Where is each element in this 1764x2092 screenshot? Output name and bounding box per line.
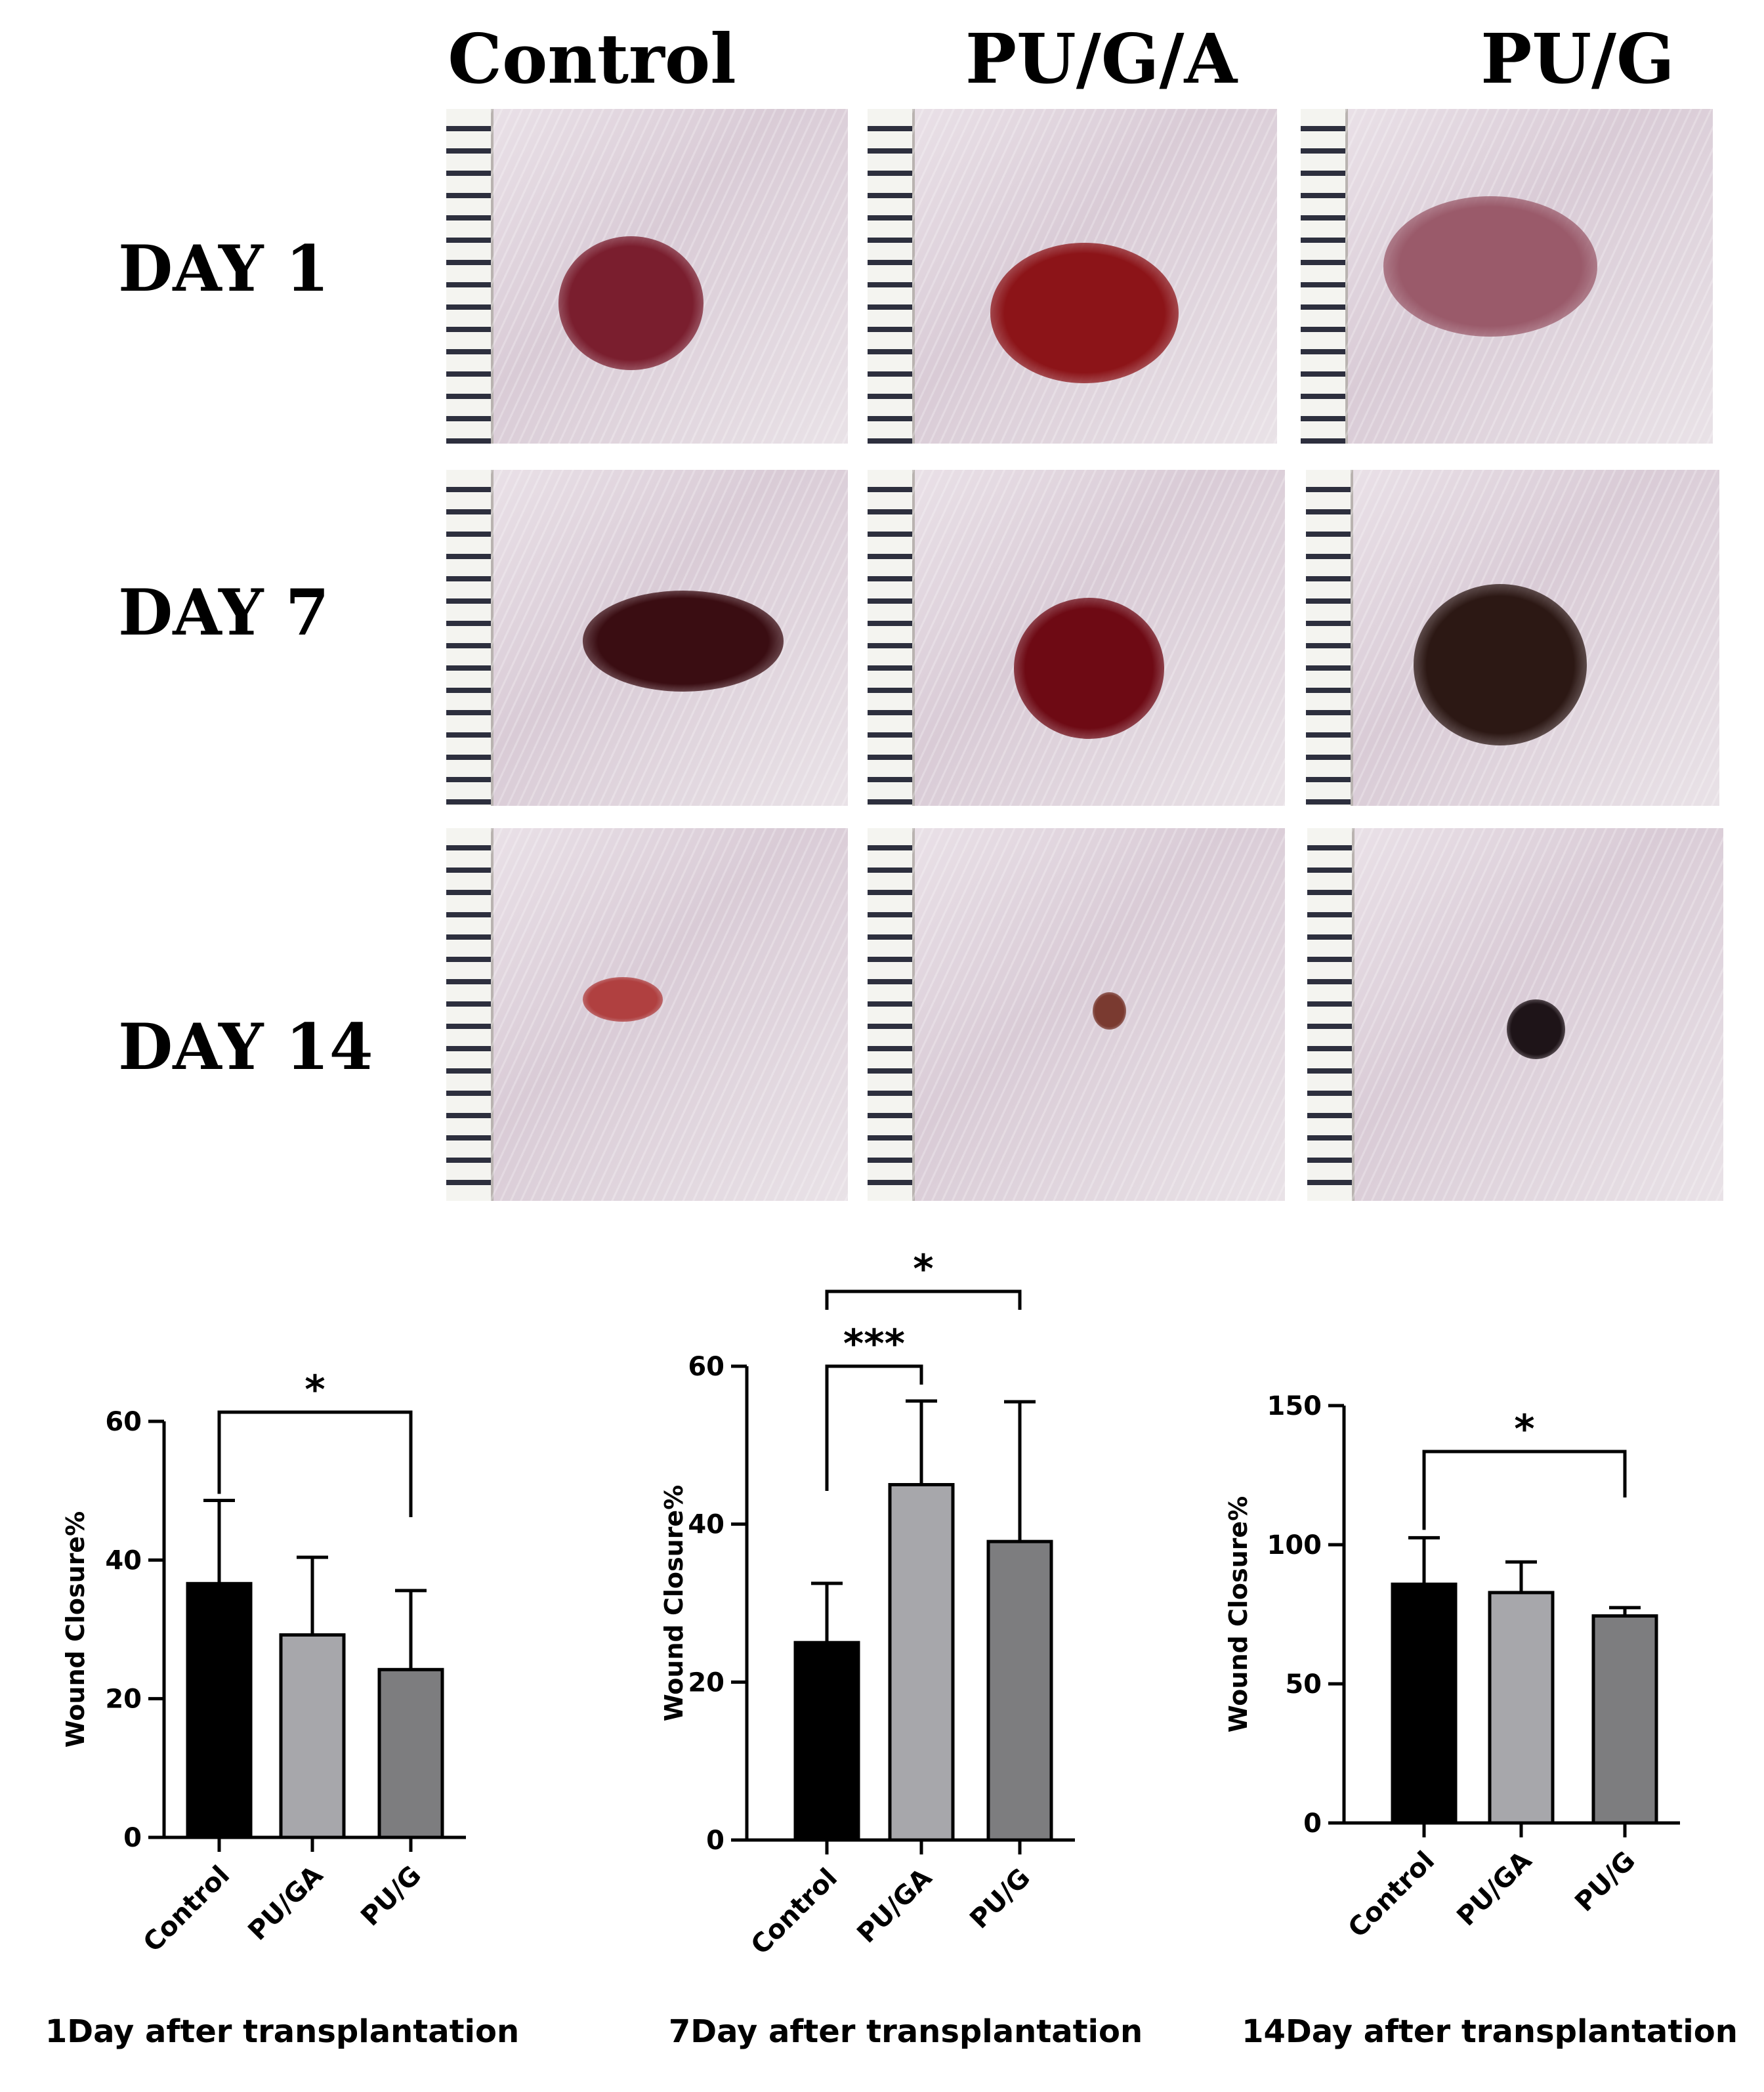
y-tick-label: 60 — [105, 1407, 142, 1437]
chart-title: 1Day after transplantation — [45, 2013, 519, 2050]
y-tick-label: 0 — [123, 1823, 142, 1853]
wound-area — [583, 591, 784, 692]
x-tick-label: Control — [746, 1863, 843, 1961]
y-axis-label: Wound Closure% — [660, 1485, 688, 1721]
y-axis-label: Wound Closure% — [61, 1511, 90, 1747]
bar — [1591, 1614, 1658, 1825]
wound-area — [1413, 584, 1587, 745]
significance-label: *** — [843, 1321, 905, 1367]
x-tick-label: PU/G — [1569, 1846, 1641, 1918]
row-label-day-7: DAY 7 — [118, 575, 329, 650]
ruler-scale — [1301, 109, 1348, 444]
chart-title: 7Day after transplantation — [669, 2013, 1143, 2050]
x-tick-label: PU/GA — [242, 1860, 329, 1947]
bar — [186, 1581, 253, 1839]
y-tick-label: 100 — [1267, 1530, 1322, 1560]
column-header-control: Control — [448, 18, 736, 99]
y-tick-label: 150 — [1267, 1391, 1322, 1421]
y-tick-label: 50 — [1285, 1669, 1322, 1700]
ruler-scale — [1307, 828, 1354, 1201]
bar — [377, 1667, 444, 1839]
skin-area — [491, 828, 848, 1201]
wound-photo — [446, 828, 848, 1201]
row-label-day-1: DAY 1 — [118, 232, 329, 306]
ruler-scale — [868, 470, 915, 806]
x-tick-label: PU/G — [355, 1860, 427, 1933]
wound-area — [990, 243, 1179, 384]
x-tick-label: PU/GA — [1451, 1846, 1538, 1933]
wound-photo — [446, 470, 848, 806]
significance-bracket — [825, 1364, 923, 1491]
bar — [1391, 1582, 1458, 1825]
wound-photo — [1307, 828, 1723, 1201]
wound-photo — [446, 109, 848, 444]
wound-area — [1013, 597, 1164, 739]
significance-label: * — [304, 1367, 325, 1413]
wound-photo — [868, 109, 1277, 444]
wound-photo — [1301, 109, 1713, 444]
wound-area — [558, 236, 704, 370]
bar — [793, 1641, 860, 1842]
y-tick-label: 20 — [105, 1684, 142, 1715]
row-label-day-14: DAY 14 — [118, 1010, 373, 1084]
bar — [888, 1483, 955, 1842]
significance-bracket — [825, 1289, 1022, 1310]
wound-area — [583, 977, 663, 1022]
x-tick-label: PU/G — [964, 1863, 1036, 1935]
x-tick-label: Control — [138, 1860, 236, 1958]
wound-area — [1383, 196, 1598, 337]
bar — [279, 1633, 346, 1839]
wound-photo — [1306, 470, 1719, 806]
significance-label: * — [913, 1246, 933, 1292]
ruler-scale — [446, 828, 494, 1201]
bar — [986, 1539, 1053, 1842]
bar — [1488, 1591, 1555, 1825]
ruler-scale — [868, 828, 915, 1201]
significance-bracket — [1422, 1450, 1627, 1530]
ruler-scale — [1306, 470, 1353, 806]
y-tick-label: 20 — [688, 1667, 724, 1698]
y-tick-label: 0 — [1303, 1809, 1322, 1839]
wound-photo — [868, 828, 1285, 1201]
y-axis-label: Wound Closure% — [1224, 1496, 1253, 1732]
x-tick-label: Control — [1343, 1846, 1440, 1944]
y-tick-label: 40 — [688, 1510, 724, 1540]
significance-label: * — [1514, 1406, 1534, 1452]
y-tick-label: 0 — [706, 1826, 724, 1856]
chart-title: 14Day after transplantation — [1242, 2013, 1738, 2050]
ruler-scale — [446, 109, 494, 444]
y-tick-label: 40 — [105, 1545, 142, 1576]
ruler-scale — [868, 109, 915, 444]
wound-photo — [868, 470, 1285, 806]
column-header-pu-g-a: PU/G/A — [965, 18, 1238, 99]
x-tick-label: PU/GA — [851, 1863, 938, 1950]
significance-bracket — [217, 1410, 413, 1517]
wound-area — [1507, 999, 1566, 1060]
y-tick-label: 60 — [688, 1352, 724, 1382]
ruler-scale — [446, 470, 494, 806]
wound-area — [1093, 992, 1127, 1030]
column-header-pu-g: PU/G — [1480, 18, 1675, 99]
